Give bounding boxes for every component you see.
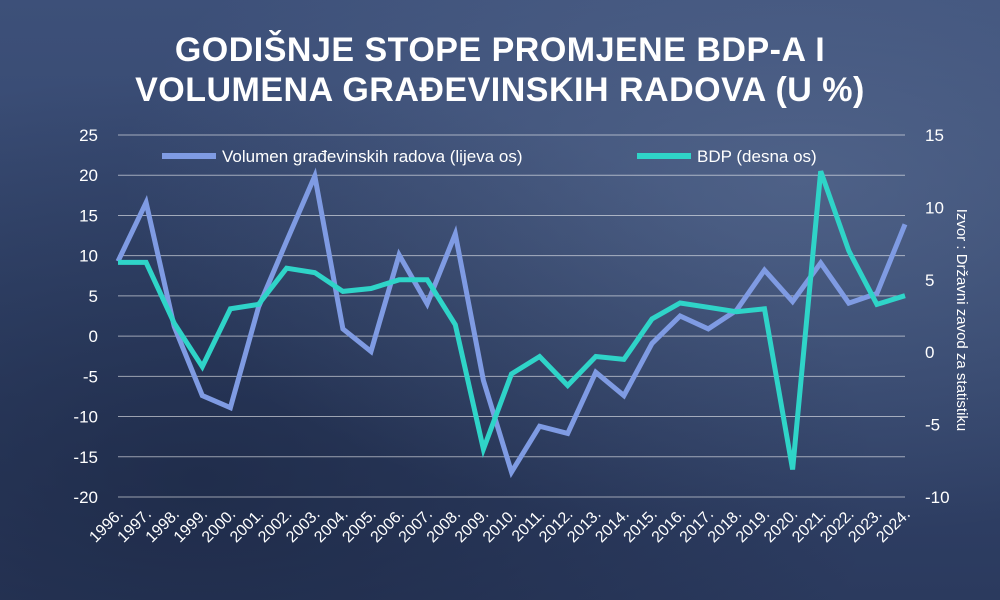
chart-title-line-2: VOLUMENA GRAĐEVINSKIH RADOVA (U %)	[135, 71, 865, 109]
gridlines	[118, 134, 905, 498]
legend-label-construction: Volumen građevinskih radova (lijeva os)	[222, 147, 523, 166]
legend-label-gdp: BDP (desna os)	[697, 147, 817, 166]
right-tick-label: -10	[925, 488, 950, 507]
legend: Volumen građevinskih radova (lijeva os) …	[162, 147, 817, 166]
left-tick-label: 0	[89, 327, 98, 346]
left-tick-label: 15	[79, 206, 98, 225]
left-tick-label: -5	[83, 367, 98, 386]
right-tick-label: 0	[925, 343, 934, 362]
right-tick-label: 10	[925, 198, 944, 217]
left-axis-ticks: 25 20 15 10 5 0 -5 -10 -15 -20	[73, 126, 98, 507]
left-tick-label: -20	[73, 488, 98, 507]
right-tick-label: 15	[925, 126, 944, 145]
left-tick-label: -15	[73, 448, 98, 467]
right-tick-label: -5	[925, 416, 940, 435]
left-tick-label: 20	[79, 166, 98, 185]
source-note: Izvor : Državni zavod za statistiku	[953, 208, 970, 432]
chart-title-line-1: GODIŠNJE STOPE PROMJENE BDP-A I	[174, 31, 826, 69]
x-axis-ticks: 1996.1997.1998.1999.2000.2001.2002.2003.…	[86, 506, 913, 546]
series-line-gdp	[118, 170, 906, 470]
right-axis-ticks: 15 10 5 0 -5 -10	[925, 126, 950, 507]
left-tick-label: 25	[79, 126, 98, 145]
chart-title: GODIŠNJE STOPE PROMJENE BDP-A I VOLUMENA…	[0, 30, 1000, 110]
left-tick-label: 5	[89, 287, 98, 306]
left-tick-label: 10	[79, 247, 98, 266]
series-line-construction	[115, 167, 908, 479]
left-tick-label: -10	[73, 408, 98, 427]
right-tick-label: 5	[925, 271, 934, 290]
series-lines	[115, 167, 908, 479]
